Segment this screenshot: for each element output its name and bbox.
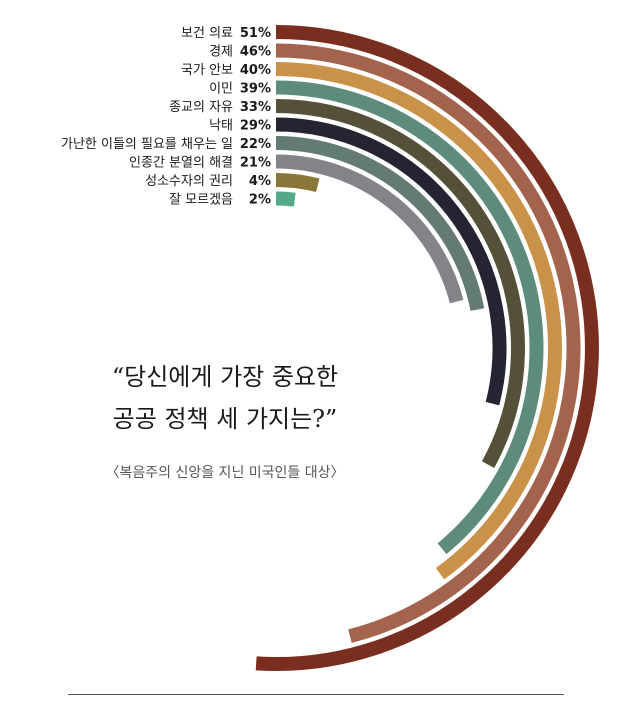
chart-title-line-1: “당신에게 가장 중요한: [111, 363, 339, 391]
chart-title-line-2: 공공 정책 세 가지는?”: [112, 405, 338, 433]
category-label-1: 보건 의료: [181, 26, 233, 41]
value-label-3: 40%: [240, 63, 271, 78]
category-label-10: 잘 모르겠음: [169, 193, 233, 208]
bar-arc-10: [275, 191, 296, 207]
chart-arcs: [255, 25, 599, 671]
chart-labels: 51% 보건 의료 46% 경제 40% 국가 안보 39% 이민 33% 종교의 자유 29% 낙태…: [61, 26, 271, 208]
value-label-9: 4%: [249, 174, 271, 189]
category-label-5: 종교의 자유: [169, 100, 233, 115]
value-label-7: 22%: [240, 137, 271, 152]
bottom-divider: [68, 694, 564, 695]
value-label-2: 46%: [240, 45, 271, 60]
category-label-7: 가난한 이들의 필요를 채우는 일: [61, 137, 233, 152]
chart-subtitle: 〈복음주의 신앙을 지닌 미국인들 대상〉: [105, 465, 345, 481]
value-label-5: 33%: [240, 100, 271, 115]
chart-title: “당신에게 가장 중요한 공공 정책 세 가지는?”: [60, 356, 390, 440]
category-label-8: 인종간 분열의 해결: [129, 156, 233, 171]
value-label-10: 2%: [249, 193, 271, 208]
bar-arc-2: [275, 43, 581, 643]
value-label-4: 39%: [240, 82, 271, 97]
bar-arc-1: [255, 25, 599, 671]
category-label-6: 낙태: [209, 119, 233, 134]
bar-arc-4: [275, 80, 544, 555]
value-label-8: 21%: [240, 156, 271, 171]
bar-arc-8: [275, 154, 464, 304]
bar-arc-5: [275, 99, 525, 468]
category-label-9: 성소수자의 권리: [145, 174, 233, 189]
value-label-6: 29%: [240, 119, 271, 134]
category-label-4: 이민: [209, 82, 233, 97]
category-label-2: 경제: [209, 45, 233, 60]
bar-arc-6: [275, 117, 507, 406]
bar-arc-7: [275, 136, 485, 311]
bar-arc-3: [275, 62, 562, 580]
value-label-1: 51%: [240, 26, 271, 41]
bar-arc-9: [275, 173, 320, 193]
category-label-3: 국가 안보: [181, 63, 233, 78]
